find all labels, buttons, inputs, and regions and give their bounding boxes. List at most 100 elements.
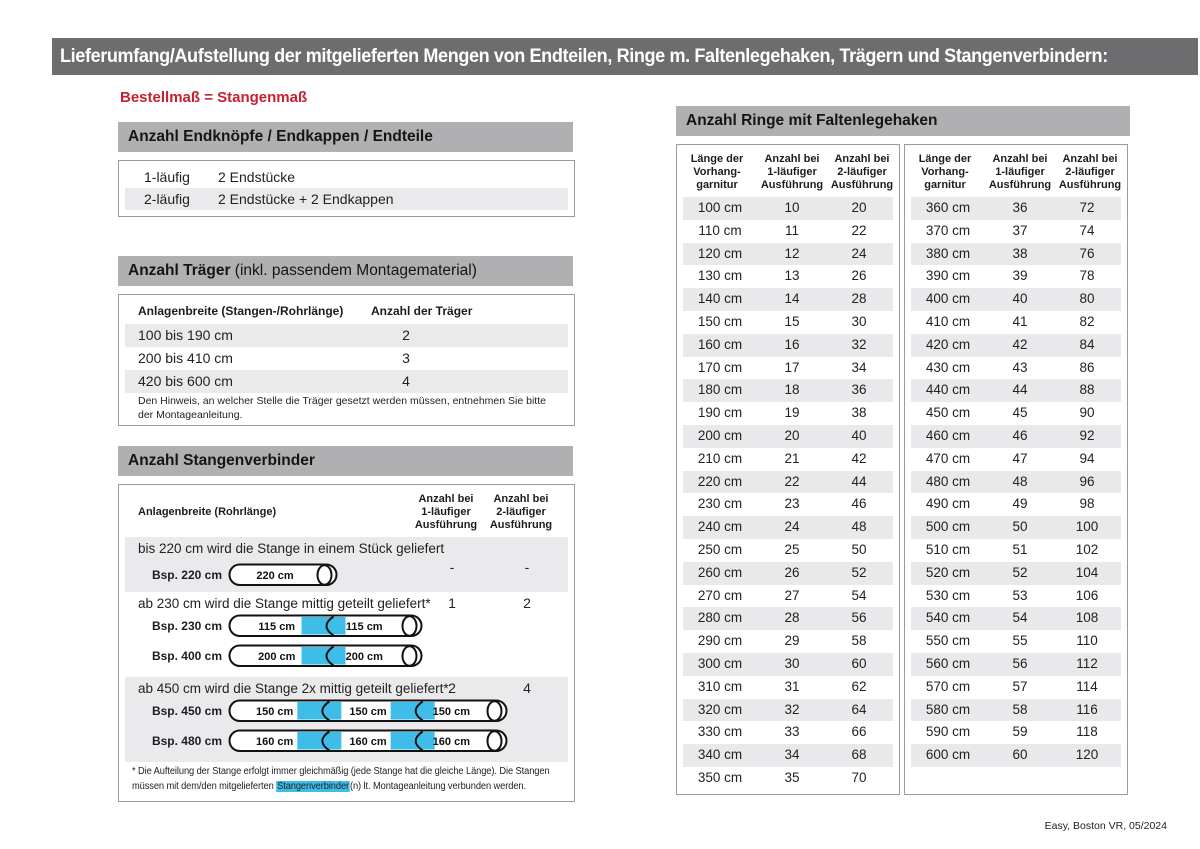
ring-table-row: 420 cm 42 84 (911, 333, 1121, 357)
ring-table-row: 150 cm 15 30 (683, 311, 893, 334)
count-2-laeufig-cell: 80 (1079, 291, 1095, 307)
ring-table-row: 130 cm 13 26 (683, 265, 893, 288)
rod-end-cap (401, 615, 418, 637)
count-1-laeufig-cell: 51 (1012, 541, 1028, 557)
count-2-laeufig-cell: 56 (851, 610, 867, 626)
length-cell: 410 cm (925, 313, 971, 329)
length-cell: 170 cm (697, 359, 743, 375)
count-1-laeufig-cell: 41 (1012, 313, 1028, 329)
length-cell: 330 cm (697, 724, 743, 740)
traeger-count-cell: 3 (402, 350, 410, 366)
count-1-laeufig-cell: 54 (1012, 610, 1028, 626)
rings-col-header-length: Länge der Vorhang- garnitur (690, 153, 744, 191)
length-cell: 470 cm (925, 450, 971, 466)
traeger-note: Den Hinweis, an welcher Stelle die Träge… (138, 395, 546, 421)
rod-connector (297, 732, 342, 750)
count-1-laeufig-cell: 22 (784, 473, 800, 489)
rod-segment-label: 200 cm (258, 651, 296, 663)
rings-col-header-1-laeufig: Anzahl bei 1-läufiger Ausführung (988, 153, 1052, 191)
rod-junction-arc (321, 730, 330, 752)
rod-connector (390, 732, 435, 750)
rod-junction-arc (414, 730, 424, 752)
length-cell: 350 cm (697, 769, 743, 785)
length-cell: 340 cm (697, 747, 743, 763)
verbinder-section-header: Anzahl Stangenverbinder (118, 446, 573, 476)
width-range-cell: 200 bis 410 cm (138, 350, 233, 366)
subtitle-bestellmass: Bestellmaß = Stangenmaß (120, 89, 308, 106)
rings-section-header: Anzahl Ringe mit Faltenlegehaken (676, 106, 1130, 136)
count-1-laeufig-cell: 31 (784, 678, 800, 694)
length-cell: 370 cm (925, 222, 971, 238)
rod-segment-label: 220 cm (256, 570, 294, 582)
rod-example-label: Bsp. 480 cm (151, 734, 222, 748)
count-1-laeufig-cell: 44 (1012, 382, 1028, 398)
length-cell: 110 cm (698, 222, 742, 238)
ring-table-row: 560 cm 56 112 (911, 652, 1121, 676)
length-cell: 540 cm (925, 610, 971, 626)
count-2-laeufig-cell: 54 (851, 587, 867, 603)
ring-table-row: 310 cm 31 62 (683, 676, 893, 699)
ring-table-row: 280 cm 28 56 (683, 607, 893, 631)
count-2-laeufig-cell: 112 (1076, 655, 1098, 671)
traeger-row: 200 bis 410 cm 3 (125, 347, 568, 370)
length-cell: 520 cm (925, 564, 971, 580)
count-2-laeufig-cell: 70 (851, 769, 867, 785)
verbinder-col-header-1-laeufig: Anzahl bei 1-läufiger Ausführung (414, 493, 478, 531)
traeger-count-cell: 4 (402, 373, 410, 389)
count-1-laeufig-cell: 47 (1012, 450, 1028, 466)
count-1-laeufig-cell: 19 (784, 405, 800, 421)
traeger-col-header-count: Anzahl der Träger (371, 304, 473, 318)
count-1-laeufig-cell: 42 (1012, 336, 1028, 352)
verbinder-row: ab 450 cm wird die Stange 2x mittig gete… (125, 677, 568, 762)
count-1-laeufig-cell: 26 (784, 564, 800, 580)
count-1-laeufig-cell: 29 (784, 633, 800, 649)
length-cell: 190 cm (697, 405, 743, 421)
length-cell: 220 cm (697, 473, 743, 489)
rod-example: Bsp. 220 cm 220 cm (125, 561, 568, 589)
count-1-laeufig-cell: 14 (784, 291, 800, 307)
footnote-line-2: müssen mit dem/den mitgelieferten Stange… (132, 780, 550, 795)
ring-table-row: 460 cm 46 92 (911, 424, 1121, 448)
count-1-laeufig-value: 1 (448, 595, 456, 611)
count-2-laeufig-cell: 32 (851, 336, 867, 352)
length-cell: 200 cm (697, 427, 743, 443)
count-1-laeufig-cell: 30 (784, 655, 800, 671)
count-1-laeufig-cell: 46 (1012, 427, 1028, 443)
endpieces-row: 1-läufig 2 Endstücke (125, 166, 568, 188)
rod-junction-arc (325, 615, 335, 637)
count-2-laeufig-cell: 72 (1079, 200, 1095, 215)
count-1-laeufig-cell: 20 (784, 427, 800, 443)
count-2-laeufig-cell: 22 (851, 222, 867, 238)
traeger-count-cell: 2 (402, 327, 410, 343)
count-1-laeufig-cell: 55 (1012, 633, 1028, 649)
rod-connector (390, 702, 435, 720)
count-2-laeufig-cell: 90 (1079, 405, 1095, 421)
ring-table-row: 100 cm 10 20 (683, 197, 893, 220)
count-2-laeufig-cell: 40 (851, 427, 867, 443)
ring-table-row: 120 cm 12 24 (683, 242, 893, 266)
ring-table-row: 410 cm 41 82 (911, 311, 1121, 334)
verbinder-table: Anlagenbreite (Rohrlänge) Anzahl bei 1-l… (118, 484, 575, 802)
endpieces-value: 2 Endstücke (218, 169, 296, 185)
length-cell: 250 cm (697, 541, 743, 557)
ring-table-row: 440 cm 44 88 (911, 379, 1121, 403)
count-2-laeufig-cell: 106 (1075, 587, 1099, 603)
rod-segment-label: 200 cm (346, 651, 384, 663)
traeger-title: Anzahl Träger (128, 262, 231, 279)
rod-diagram: 220 cm (228, 563, 338, 586)
length-cell: 460 cm (925, 427, 971, 443)
ring-table-row: 590 cm 59 118 (911, 721, 1121, 744)
ring-table-row: 200 cm 20 40 (683, 424, 893, 448)
count-2-laeufig-cell: 98 (1079, 496, 1095, 512)
count-1-laeufig-cell: 34 (784, 747, 800, 763)
count-1-laeufig-cell: 50 (1012, 519, 1028, 535)
count-2-laeufig-value: 2 (523, 595, 531, 611)
rod-diagram: 200 cm 200 cm (228, 644, 423, 667)
count-2-laeufig-cell: 110 (1076, 633, 1098, 649)
verbinder-col-header-width: Anlagenbreite (Rohrlänge) (138, 506, 277, 518)
rings-col-header-1-laeufig: Anzahl bei 1-läufiger Ausführung (760, 153, 824, 191)
ring-table-row: 530 cm 53 106 (911, 585, 1121, 608)
count-2-laeufig-cell: 50 (851, 541, 867, 557)
ring-table-row: 190 cm 19 38 (683, 402, 893, 425)
